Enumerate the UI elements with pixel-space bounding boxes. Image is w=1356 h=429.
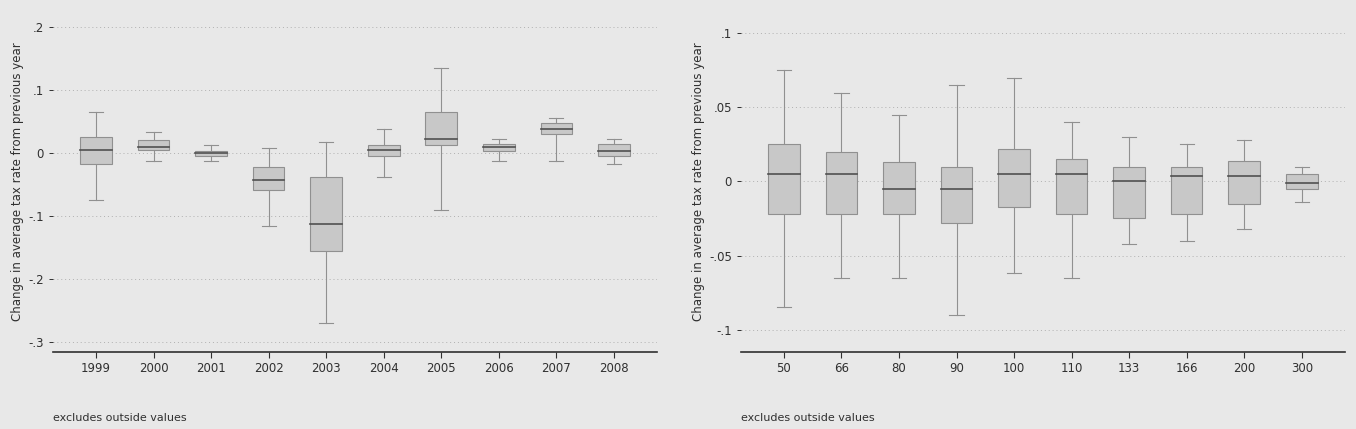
Bar <box>767 145 800 214</box>
Bar <box>138 140 170 150</box>
Bar <box>541 123 572 134</box>
Y-axis label: Change in average tax rate from previous year: Change in average tax rate from previous… <box>11 42 24 321</box>
Bar <box>941 166 972 223</box>
Bar <box>1285 174 1318 189</box>
Bar <box>426 112 457 145</box>
Bar <box>883 162 915 214</box>
Bar <box>998 149 1031 207</box>
Bar <box>311 177 342 251</box>
Y-axis label: Change in average tax rate from previous year: Change in average tax rate from previous… <box>692 42 705 321</box>
Bar <box>1056 159 1088 214</box>
Bar <box>826 152 857 214</box>
Bar <box>367 145 400 156</box>
Bar <box>1113 166 1144 218</box>
Bar <box>483 144 515 151</box>
Bar <box>252 167 285 190</box>
Bar <box>1170 166 1203 214</box>
Bar <box>80 137 113 164</box>
Bar <box>598 144 629 156</box>
Text: excludes outside values: excludes outside values <box>740 413 875 423</box>
Bar <box>195 151 226 156</box>
Text: excludes outside values: excludes outside values <box>53 413 187 423</box>
Bar <box>1229 161 1260 204</box>
